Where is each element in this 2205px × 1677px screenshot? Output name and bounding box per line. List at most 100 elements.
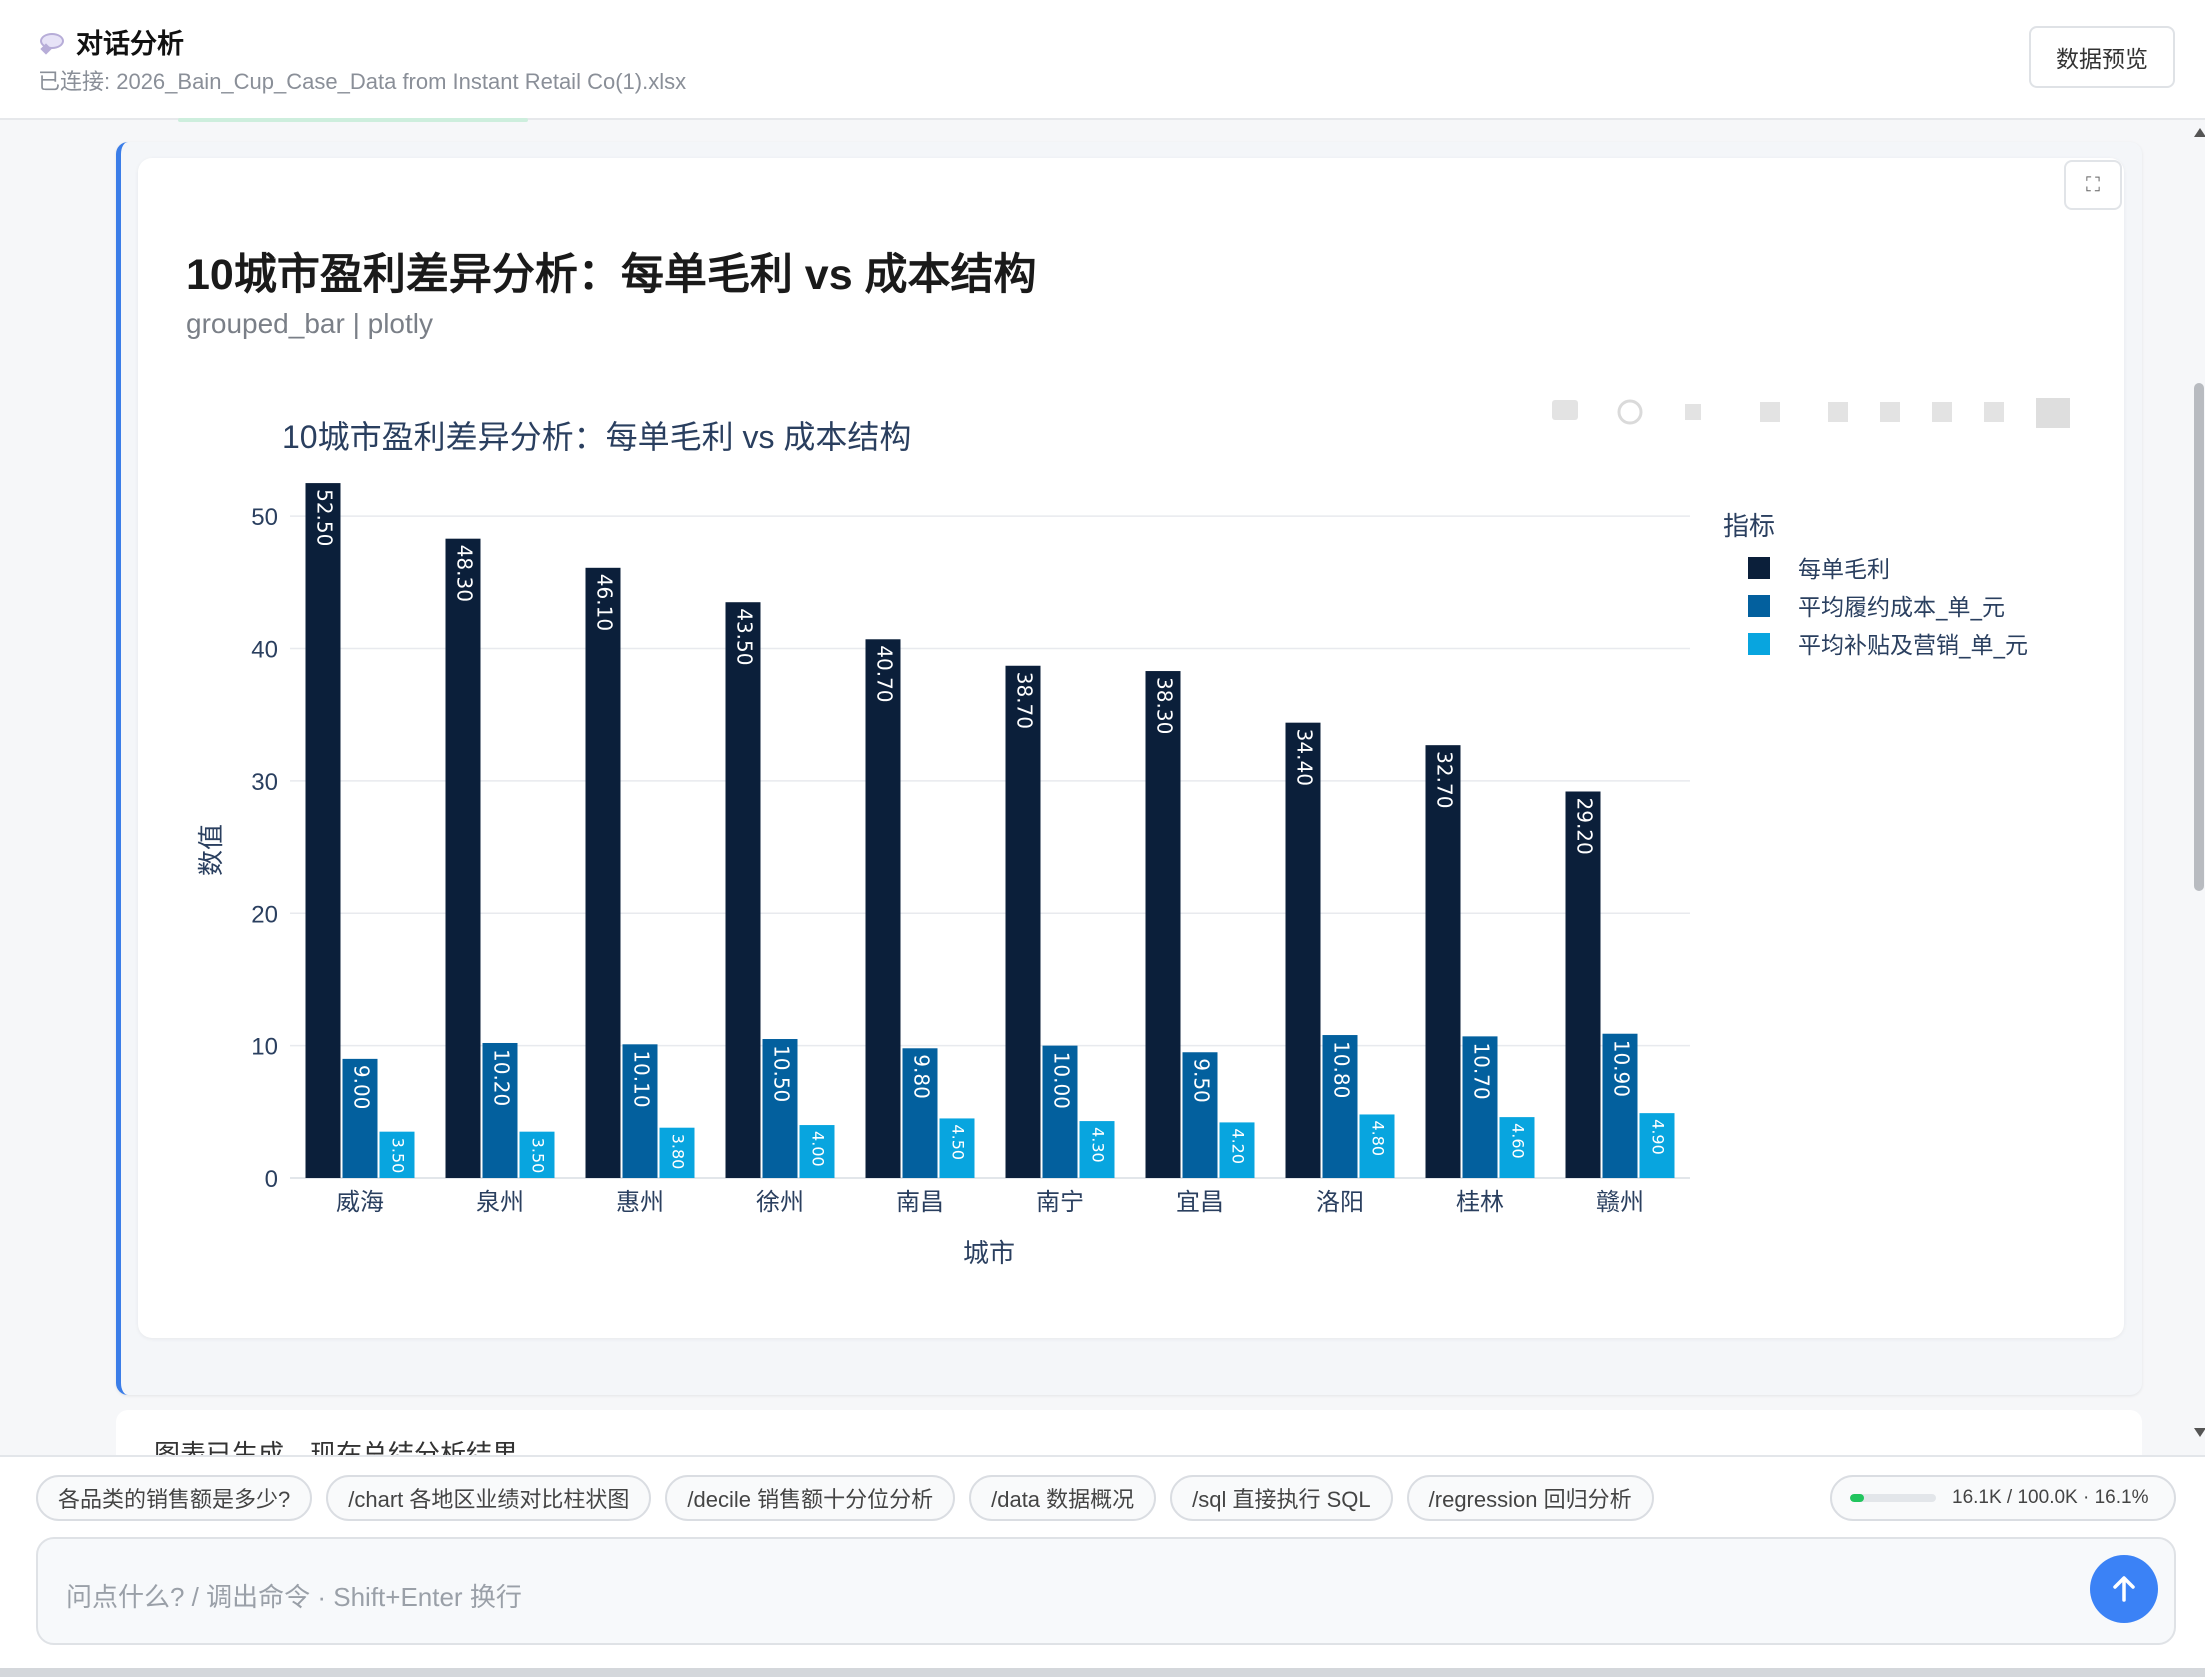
suggestion-chip[interactable]: 各品类的销售额是多少? — [36, 1475, 313, 1521]
bar — [1285, 722, 1321, 1178]
bar-value-label: 32.70 — [1433, 751, 1457, 808]
bar — [1639, 1113, 1675, 1178]
send-button[interactable] — [2090, 1555, 2158, 1623]
y-tick-label: 30 — [251, 769, 278, 796]
legend-swatch — [1748, 595, 1770, 617]
pan-icon[interactable] — [1685, 404, 1701, 420]
bar-value-label: 9.80 — [910, 1054, 934, 1099]
bar-value-label: 48.30 — [453, 545, 477, 602]
box-select-icon[interactable] — [1760, 402, 1780, 422]
suggestion-chip[interactable]: /sql 直接执行 SQL — [1170, 1475, 1393, 1521]
previous-message-edge — [178, 118, 528, 122]
bar-value-label: 4.20 — [1229, 1128, 1248, 1164]
page-title: 对话分析 — [76, 29, 184, 59]
bar — [445, 538, 481, 1178]
bar-value-label: 10.80 — [1330, 1041, 1354, 1098]
bar — [305, 483, 341, 1178]
next-message-text: 图表已生成，现在总结分析结果 — [154, 1439, 519, 1460]
message-input[interactable]: 问点什么? / 调出命令 · Shift+Enter 换行 — [36, 1537, 2176, 1645]
bar — [1079, 1121, 1115, 1178]
fullscreen-icon[interactable]: ⛶ — [2064, 160, 2122, 210]
bar — [1042, 1045, 1078, 1178]
bar — [1359, 1114, 1395, 1178]
bar — [585, 567, 621, 1178]
token-usage: 16.1K / 100.0K · 16.1% — [1830, 1475, 2176, 1521]
plotly-modebar[interactable] — [1552, 398, 2070, 428]
bar — [379, 1131, 415, 1178]
x-tick-labels: 威海 泉州 惠州 徐州 南昌 南宁 宜昌 洛阳 桂林 赣州 — [336, 1188, 1644, 1216]
bar — [1462, 1036, 1498, 1178]
title-row: 对话分析 — [38, 22, 184, 61]
suggestion-chip[interactable]: /chart 各地区业绩对比柱状图 — [326, 1475, 652, 1521]
reset-axes-icon[interactable] — [1984, 402, 2004, 422]
x-tick-label: 南昌 — [896, 1188, 944, 1216]
data-preview-button[interactable]: 数据预览 — [2029, 26, 2175, 88]
bar — [659, 1127, 695, 1178]
scroll-down-arrow-icon[interactable] — [2194, 1428, 2205, 1437]
bar — [939, 1118, 975, 1178]
bar-value-label: 52.50 — [313, 489, 337, 546]
autoscale-icon[interactable] — [1932, 402, 1952, 422]
bar — [762, 1039, 798, 1178]
bar-value-label: 40.70 — [873, 645, 897, 702]
bar-value-label: 3.50 — [389, 1138, 408, 1174]
bar — [1425, 745, 1461, 1178]
bar-value-label: 10.00 — [1050, 1052, 1074, 1109]
bar-value-label: 4.00 — [809, 1131, 828, 1167]
y-tick-labels: 0 10 20 30 40 50 — [251, 504, 278, 1193]
bar — [1565, 791, 1601, 1178]
next-message: 图表已生成，现在总结分析结果 — [116, 1410, 2142, 1460]
zoom-in-icon[interactable] — [1828, 402, 1848, 422]
bar-value-label: 10.90 — [1610, 1040, 1634, 1097]
bar — [622, 1044, 658, 1178]
y-tick-label: 20 — [251, 901, 278, 928]
bar-value-label: 46.10 — [593, 574, 617, 631]
bar-value-label: 4.50 — [949, 1124, 968, 1160]
bar — [1182, 1052, 1218, 1178]
scroll-up-arrow-icon[interactable] — [2194, 128, 2205, 137]
x-tick-label: 赣州 — [1596, 1188, 1644, 1216]
bar-value-label: 9.50 — [1190, 1058, 1214, 1103]
bar-value-label: 10.20 — [490, 1049, 514, 1106]
bar — [799, 1125, 835, 1178]
bar-value-label: 9.00 — [350, 1065, 374, 1110]
arrow-up-icon — [2113, 1576, 2135, 1602]
grouped-bar-chart: 10城市盈利差异分析：每单毛利 vs 成本结构 0 10 20 30 40 50 52.5… — [197, 398, 2070, 1269]
bar — [1219, 1122, 1255, 1178]
bar — [1499, 1117, 1535, 1178]
legend-label: 每单毛利 — [1798, 557, 1890, 583]
bar-value-label: 43.50 — [733, 608, 757, 665]
zoom-out-icon[interactable] — [1880, 402, 1900, 422]
zoom-icon[interactable] — [1617, 399, 1643, 425]
y-tick-label: 40 — [251, 637, 278, 664]
bar-value-label: 4.80 — [1369, 1120, 1388, 1156]
suggestion-chip[interactable]: /data 数据概况 — [969, 1475, 1157, 1521]
legend-title: 指标 — [1723, 512, 1775, 542]
bar — [1005, 665, 1041, 1178]
legend-swatch — [1748, 557, 1770, 579]
bar-value-label: 4.30 — [1089, 1127, 1108, 1163]
bars — [305, 483, 1675, 1178]
input-placeholder: 问点什么? / 调出命令 · Shift+Enter 换行 — [66, 1582, 522, 1612]
bar-value-label: 34.40 — [1293, 729, 1317, 786]
bar — [1322, 1035, 1358, 1178]
camera-icon[interactable] — [1552, 400, 1578, 420]
bar-value-label: 4.90 — [1649, 1119, 1668, 1155]
bar-value-label: 3.80 — [669, 1134, 688, 1170]
bar — [482, 1042, 518, 1178]
y-tick-label: 10 — [251, 1034, 278, 1061]
bar — [519, 1131, 555, 1178]
app-header: 对话分析 已连接: 2026_Bain_Cup_Case_Data from I… — [0, 0, 2205, 120]
y-tick-label: 0 — [265, 1166, 278, 1193]
bar — [1602, 1033, 1638, 1178]
x-tick-label: 徐州 — [756, 1188, 804, 1216]
plotly-logo-icon[interactable] — [2036, 398, 2070, 428]
x-tick-label: 惠州 — [616, 1188, 664, 1216]
window-bottom-edge — [0, 1668, 2205, 1677]
scrollbar-thumb[interactable] — [2194, 383, 2204, 891]
suggestion-chip[interactable]: /decile 销售额十分位分析 — [665, 1475, 956, 1521]
composer: 各品类的销售额是多少? /chart 各地区业绩对比柱状图 /decile 销售… — [0, 1455, 2205, 1677]
suggestion-chip[interactable]: /regression 回归分析 — [1406, 1475, 1654, 1521]
x-tick-label: 泉州 — [476, 1188, 524, 1216]
